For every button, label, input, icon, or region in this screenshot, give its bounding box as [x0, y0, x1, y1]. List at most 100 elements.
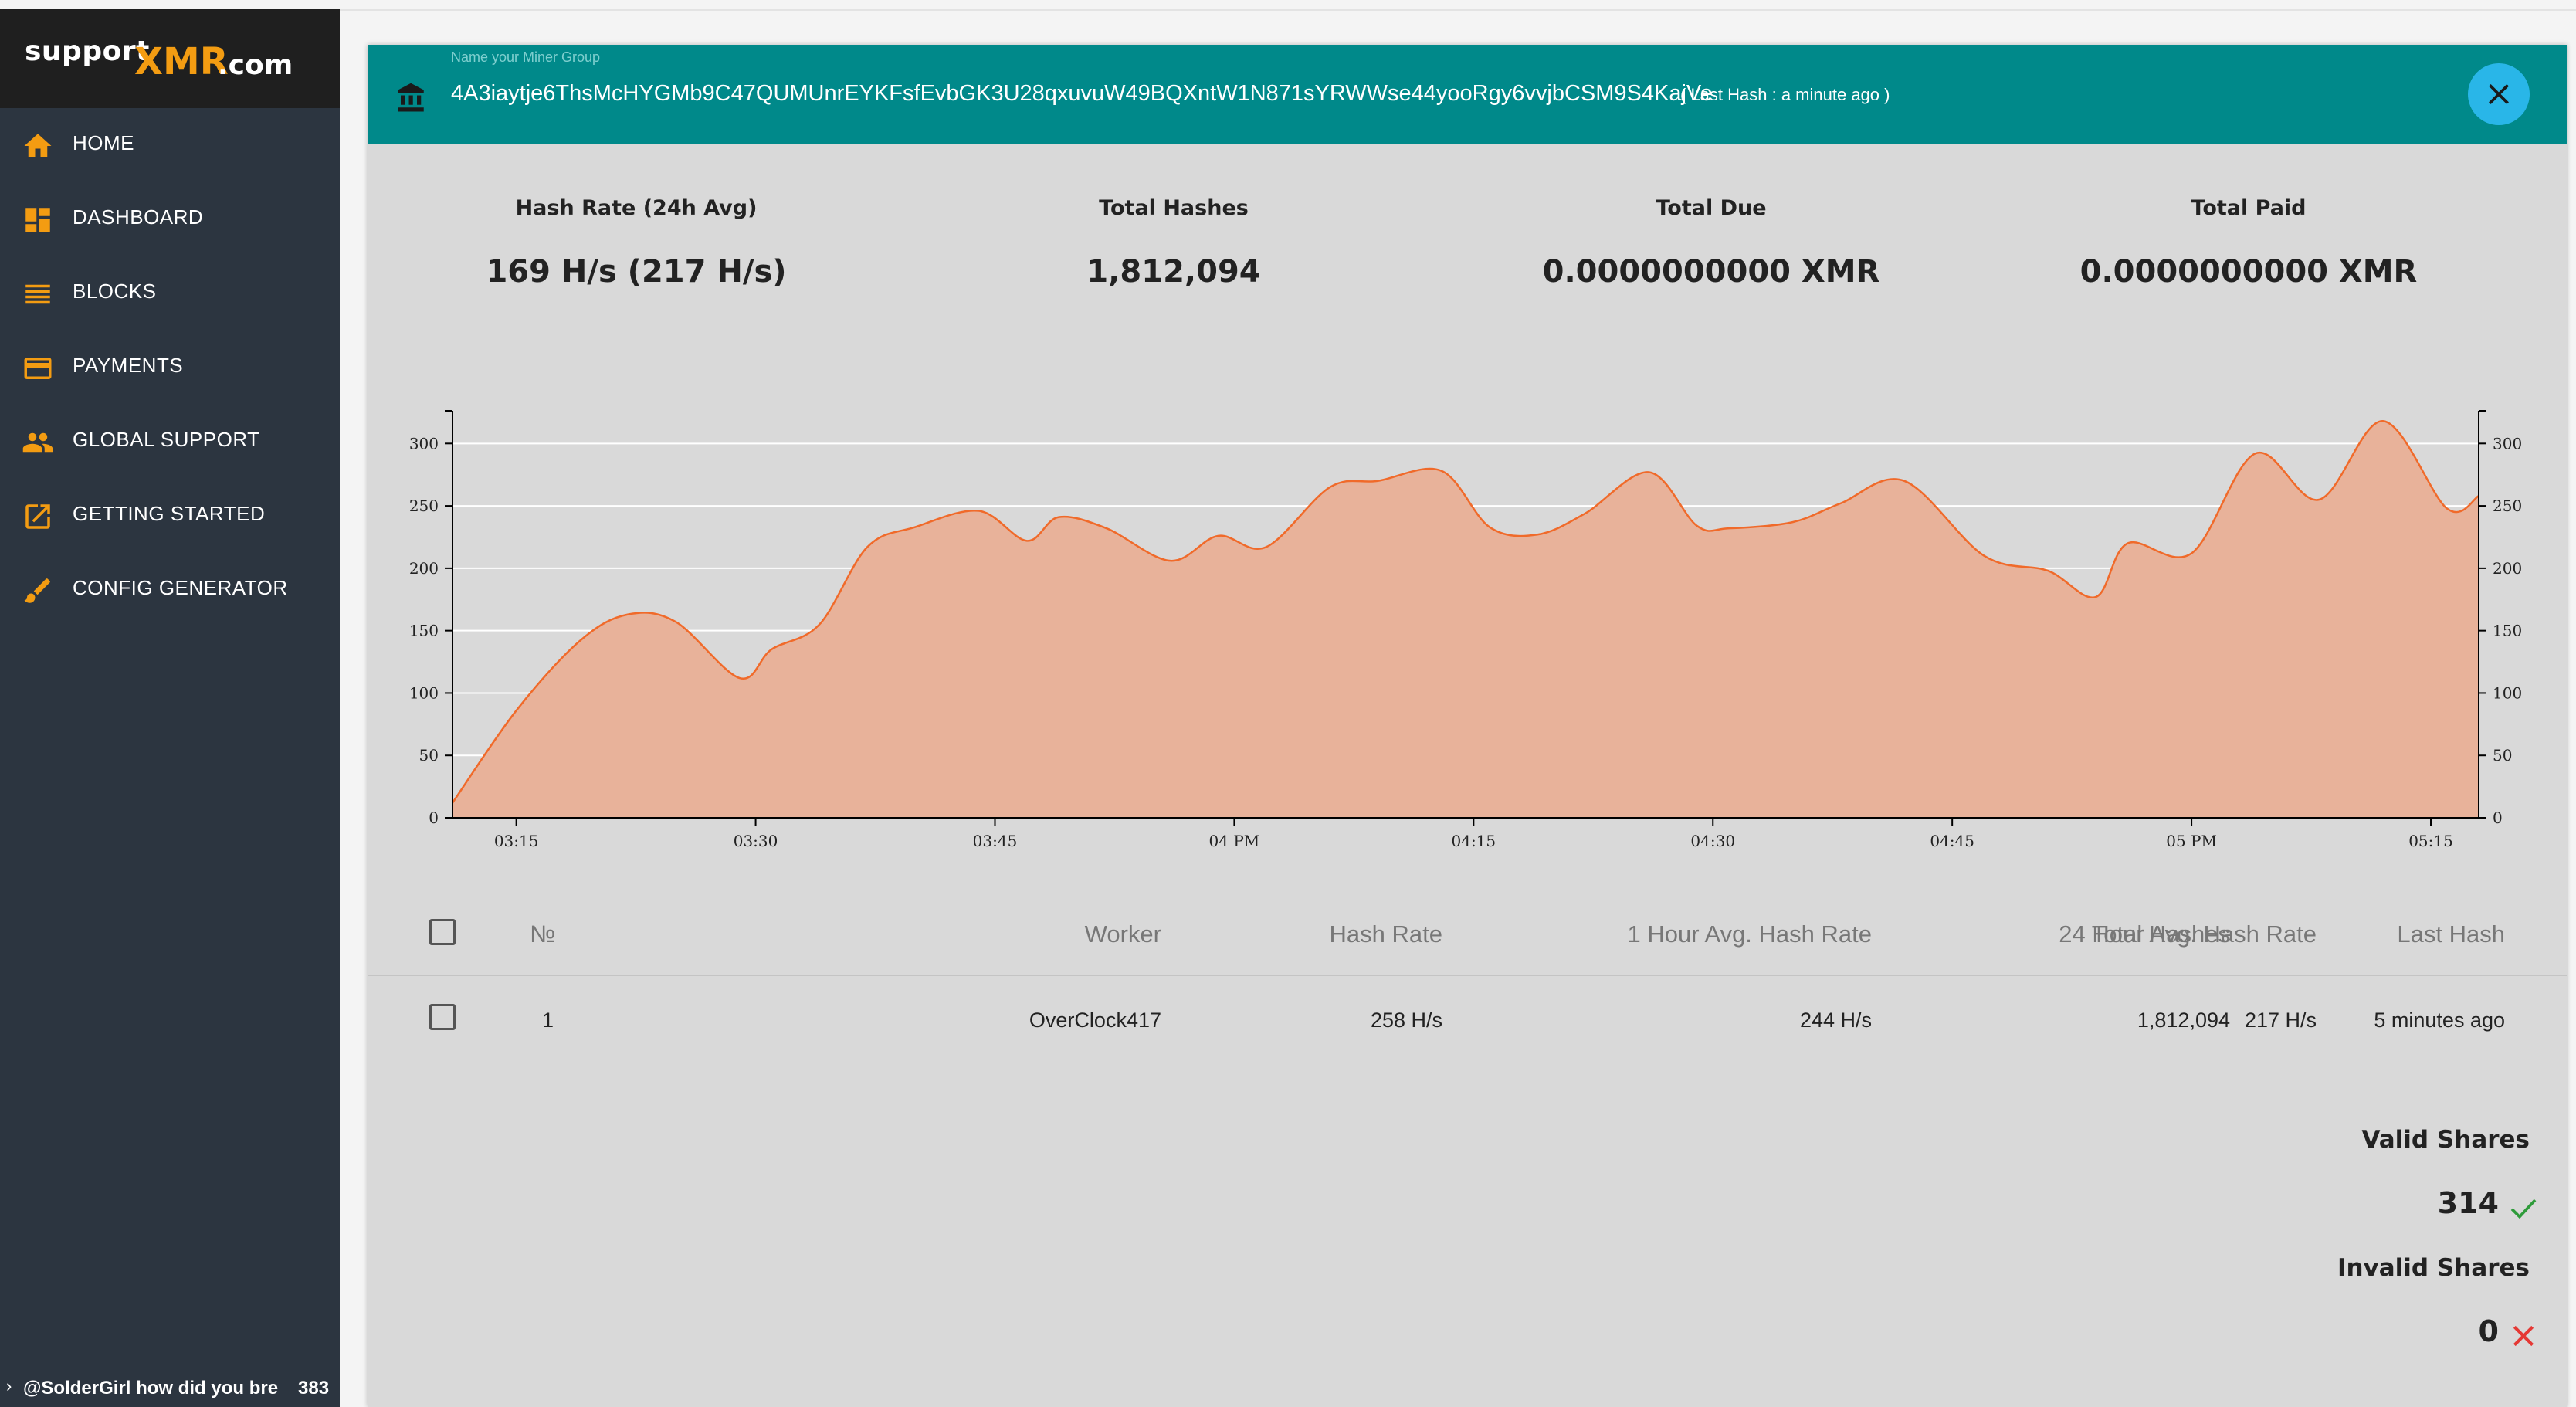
column-header-1h-avg[interactable]: 1 Hour Avg. Hash Rate [1627, 920, 1873, 948]
sidebar-item-getting-started[interactable]: GETTING STARTED [0, 479, 340, 553]
series-area [452, 421, 2479, 818]
valid-shares-label: Valid Shares [2361, 1126, 2530, 1154]
sidebar-item-label: GLOBAL SUPPORT [73, 428, 260, 451]
sidebar-item-label: CONFIG GENERATOR [73, 576, 288, 599]
x-tick-label: 04 PM [1209, 832, 1260, 850]
column-header-total-hashes[interactable]: Total Hashes [2091, 920, 2230, 948]
y-tick-label-left: 0 [429, 809, 439, 827]
row-total-hashes: 1,812,094 [2137, 1009, 2230, 1032]
sidebar-item-dashboard[interactable]: DASHBOARD [0, 182, 340, 256]
ticker-count: 383 [298, 1378, 330, 1399]
column-header-24h-avg[interactable]: 24 Hour Avg. Hash Rate [2059, 920, 2317, 948]
last-hash-text: ( Last Hash : a minute ago ) [1680, 85, 1890, 104]
y-tick-label-right: 200 [2493, 559, 2522, 578]
row-checkbox[interactable] [429, 1004, 456, 1030]
x-tick-label: 04:30 [1690, 832, 1735, 850]
ticker-message: @SolderGirl how did you bre [23, 1378, 279, 1399]
sidebar-item-config-generator[interactable]: CONFIG GENERATOR [0, 553, 340, 627]
row-1h-avg: 244 H/s [1799, 1009, 1872, 1032]
y-tick-label-right: 250 [2493, 497, 2522, 515]
sidebar-nav: HOME DASHBOARD BLOCKS PAYMENTS GLOBAL SU… [0, 108, 340, 627]
y-tick-label-left: 250 [409, 497, 439, 515]
x-tick-label: 03:30 [734, 832, 778, 850]
stat-value: 169 H/s (217 H/s) [486, 254, 787, 290]
select-all-checkbox[interactable] [429, 919, 456, 945]
open-in-new-icon [25, 504, 50, 529]
stat-total-hashes: Total Hashes 1,812,094 [905, 196, 1442, 290]
invalid-shares-value: 0 [2478, 1314, 2499, 1348]
miner-header: Name your Miner Group 4A3iaytje6ThsMcHYG… [368, 45, 2567, 144]
people-icon [22, 432, 53, 453]
y-tick-label-right: 0 [2493, 809, 2503, 827]
y-tick-label-right: 150 [2493, 622, 2522, 640]
brush-icon [24, 578, 50, 603]
close-icon [2489, 84, 2509, 104]
x-tick-label: 05:15 [2408, 832, 2453, 850]
column-header-number: № [530, 920, 556, 948]
x-tick-label: 03:15 [494, 832, 539, 850]
bank-icon [398, 83, 424, 112]
y-tick-label-right: 100 [2493, 683, 2522, 702]
valid-shares-value: 314 [2437, 1186, 2499, 1220]
sidebar-item-home[interactable]: HOME [0, 108, 340, 182]
y-tick-label-left: 150 [409, 622, 439, 640]
row-24h-avg: 217 H/s [2244, 1009, 2317, 1032]
chat-ticker[interactable]: › @SolderGirl how did you bre 383 [0, 1368, 340, 1407]
logo-dotcom: .com [218, 49, 293, 81]
miner-group-name-label[interactable]: Name your Miner Group [451, 49, 601, 65]
credit-card-icon [24, 358, 52, 379]
chevron-right-icon: › [6, 1376, 12, 1395]
dashboard-icon [25, 208, 50, 232]
y-tick-label-left: 100 [409, 683, 439, 702]
stat-total-due: Total Due 0.0000000000 XMR [1442, 196, 1980, 290]
sidebar-item-blocks[interactable]: BLOCKS [0, 256, 340, 331]
column-header-worker[interactable]: Worker [1084, 920, 1161, 948]
x-tick-label: 05 PM [2166, 832, 2217, 850]
stat-label: Total Paid [2191, 196, 2307, 220]
stat-value: 1,812,094 [1086, 254, 1261, 290]
home-icon [24, 134, 52, 157]
sidebar-item-label: GETTING STARTED [73, 502, 266, 525]
wallet-address: 4A3iaytje6ThsMcHYGMb9C47QUMUnrEYKFsfEvbG… [451, 81, 1713, 106]
stat-hash-rate: Hash Rate (24h Avg) 169 H/s (217 H/s) [368, 196, 905, 290]
invalid-shares-label: Invalid Shares [2337, 1254, 2530, 1282]
x-tick-label: 04:15 [1452, 832, 1496, 850]
sidebar-item-label: BLOCKS [73, 280, 157, 303]
hashrate-chart: 0 0 50 50 100 100 150 150 200 200 250 250 300 300 03:1… [409, 410, 2522, 850]
logo-xmr: XMR [134, 40, 229, 83]
close-button[interactable] [2468, 63, 2530, 125]
y-tick-label-left: 200 [409, 559, 439, 578]
row-number: 1 [542, 1009, 554, 1032]
y-tick-label-left: 300 [409, 434, 439, 453]
sidebar-item-label: PAYMENTS [73, 354, 184, 377]
sidebar-item-label: HOME [73, 131, 134, 154]
stat-label: Total Due [1656, 196, 1767, 220]
column-header-last-hash[interactable]: Last Hash [2397, 920, 2505, 948]
y-tick-label-right: 300 [2493, 434, 2522, 453]
stat-label: Hash Rate (24h Avg) [515, 196, 758, 220]
sidebar-item-global-support[interactable]: GLOBAL SUPPORT [0, 405, 340, 479]
site-logo[interactable]: support XMR .com [0, 9, 340, 108]
table-row[interactable]: 1 OverClock417 258 H/s 244 H/s 217 H/s 1… [368, 976, 2567, 1059]
x-tick-label: 03:45 [973, 832, 1018, 850]
sidebar: support XMR .com HOME DASHBOARD BLOCKS P… [0, 9, 340, 1407]
sidebar-item-label: DASHBOARD [73, 205, 204, 229]
row-hash-rate: 258 H/s [1370, 1009, 1442, 1032]
logo-support: support [25, 36, 150, 67]
y-tick-label-left: 50 [419, 746, 439, 765]
browser-top-edge [0, 0, 2576, 11]
sidebar-item-payments[interactable]: PAYMENTS [0, 331, 340, 405]
stat-value: 0.0000000000 XMR [2079, 254, 2418, 290]
x-tick-label: 04:45 [1930, 832, 1974, 850]
miner-panel: Name your Miner Group 4A3iaytje6ThsMcHYG… [368, 45, 2567, 1407]
list-icon [25, 284, 50, 304]
row-last-hash: 5 minutes ago [2374, 1009, 2505, 1032]
stat-total-paid: Total Paid 0.0000000000 XMR [1980, 196, 2517, 290]
check-icon [2510, 1198, 2537, 1219]
close-icon [2513, 1325, 2534, 1347]
stat-value: 0.0000000000 XMR [1542, 254, 1880, 290]
y-tick-label-right: 50 [2493, 746, 2512, 765]
column-header-hash-rate[interactable]: Hash Rate [1329, 920, 1442, 948]
row-worker: OverClock417 [1029, 1009, 1161, 1032]
series-line [451, 419, 2479, 804]
